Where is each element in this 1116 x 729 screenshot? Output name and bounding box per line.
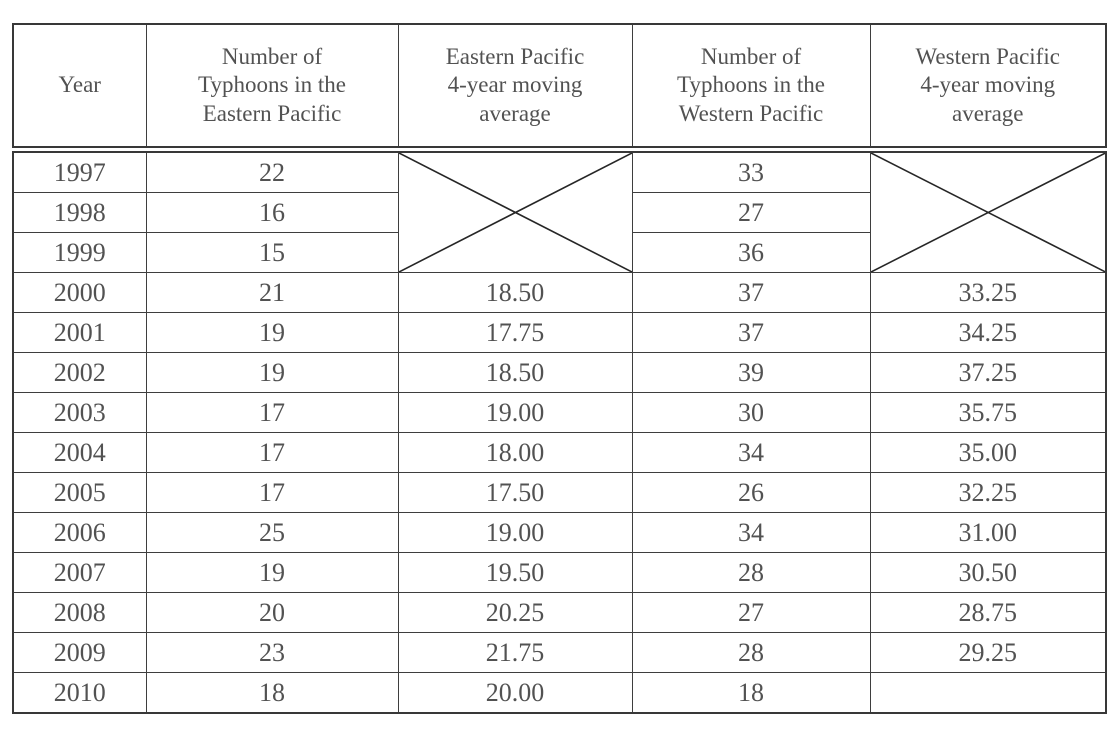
year-cell: 2010 xyxy=(12,672,147,714)
table-row-2007: 2007 19 19.50 28 30.50 xyxy=(12,552,1107,593)
eastern-count-cell: 22 xyxy=(145,149,399,193)
eastern-ma-cell: 21.75 xyxy=(397,632,633,673)
western-count-cell: 37 xyxy=(631,272,871,313)
table-row-1999: 1999 15 36 xyxy=(12,232,1106,273)
table-row-2010: 2010 18 20.00 18 xyxy=(12,672,1107,714)
eastern-ma-cell: 19.00 xyxy=(397,392,633,433)
header-cell-year: Year xyxy=(12,23,147,153)
eastern-count-cell: 20 xyxy=(145,592,399,633)
table-row-2003: 2003 17 19.00 30 35.75 xyxy=(12,392,1107,433)
year-cell: 1998 xyxy=(12,192,147,233)
western-ma-cell: 28.75 xyxy=(869,592,1107,633)
eastern-count-cell: 19 xyxy=(145,312,399,353)
western-ma-empty-cell xyxy=(869,672,1107,714)
table-row-2002: 2002 19 18.50 39 37.25 xyxy=(12,352,1107,393)
eastern-count-cell: 17 xyxy=(145,392,399,433)
table-row-2000: 2000 21 18.50 37 33.25 xyxy=(12,272,1107,313)
western-ma-cell: 30.50 xyxy=(869,552,1107,593)
header-row: Year Number of Typhoons in the Eastern P… xyxy=(12,23,1107,153)
western-ma-cell: 29.25 xyxy=(869,632,1107,673)
western-ma-cell: 34.25 xyxy=(869,312,1107,353)
western-count-cell: 39 xyxy=(631,352,871,393)
western-count-cell: 26 xyxy=(631,472,871,513)
eastern-count-cell: 23 xyxy=(145,632,399,673)
eastern-count-cell: 15 xyxy=(145,232,399,273)
eastern-count-cell: 19 xyxy=(145,352,399,393)
table-row-2004: 2004 17 18.00 34 35.00 xyxy=(12,432,1107,473)
eastern-count-cell: 17 xyxy=(145,432,399,473)
eastern-count-cell: 25 xyxy=(145,512,399,553)
table-row-2008: 2008 20 20.25 27 28.75 xyxy=(12,592,1107,633)
western-count-cell: 36 xyxy=(631,232,871,273)
year-cell: 2008 xyxy=(12,592,147,633)
western-count-cell: 27 xyxy=(631,192,871,233)
western-ma-cell: 31.00 xyxy=(869,512,1107,553)
eastern-ma-cell: 19.00 xyxy=(397,512,633,553)
header-cell-western-count: Number of Typhoons in the Western Pacifi… xyxy=(631,23,871,153)
eastern-ma-cell: 17.75 xyxy=(397,312,633,353)
typhoon-data-table: Year Number of Typhoons in the Eastern P… xyxy=(12,23,1107,714)
western-count-cell: 37 xyxy=(631,312,871,353)
year-cell: 2006 xyxy=(12,512,147,553)
western-count-cell: 34 xyxy=(631,432,871,473)
eastern-count-cell: 18 xyxy=(145,672,399,714)
table-row-2001: 2001 19 17.75 37 34.25 xyxy=(12,312,1107,353)
eastern-ma-cell: 18.00 xyxy=(397,432,633,473)
eastern-ma-cell: 18.50 xyxy=(397,352,633,393)
table-row-1998: 1998 16 27 xyxy=(12,192,1106,233)
year-cell: 2005 xyxy=(12,472,147,513)
eastern-ma-cell: 18.50 xyxy=(397,272,633,313)
year-cell: 1997 xyxy=(12,149,147,193)
western-ma-cell: 37.25 xyxy=(869,352,1107,393)
table-row-2006: 2006 25 19.00 34 31.00 xyxy=(12,512,1107,553)
year-cell: 2007 xyxy=(12,552,147,593)
year-cell: 2003 xyxy=(12,392,147,433)
header-cell-eastern-moving-average: Eastern Pacific 4-year moving average xyxy=(397,23,633,153)
western-count-cell: 28 xyxy=(631,632,871,673)
x-cross-icon xyxy=(399,153,632,272)
western-ma-cell: 35.75 xyxy=(869,392,1107,433)
eastern-ma-cell: 20.25 xyxy=(397,592,633,633)
year-cell: 2004 xyxy=(12,432,147,473)
year-cell: 2000 xyxy=(12,272,147,313)
western-count-cell: 33 xyxy=(631,149,871,193)
eastern-count-cell: 16 xyxy=(145,192,399,233)
eastern-count-cell: 19 xyxy=(145,552,399,593)
eastern-count-cell: 21 xyxy=(145,272,399,313)
western-ma-crossed-cell xyxy=(869,149,1107,273)
table-row-2009: 2009 23 21.75 28 29.25 xyxy=(12,632,1107,673)
western-ma-cell: 35.00 xyxy=(869,432,1107,473)
eastern-ma-cell: 17.50 xyxy=(397,472,633,513)
eastern-count-cell: 17 xyxy=(145,472,399,513)
eastern-ma-cell: 19.50 xyxy=(397,552,633,593)
year-cell: 2002 xyxy=(12,352,147,393)
x-cross-icon xyxy=(871,153,1106,272)
header-cell-eastern-count: Number of Typhoons in the Eastern Pacifi… xyxy=(145,23,399,153)
western-count-cell: 34 xyxy=(631,512,871,553)
eastern-ma-crossed-cell xyxy=(397,149,633,273)
table-row-1997: 1997 22 33 xyxy=(12,149,1107,273)
year-cell: 2001 xyxy=(12,312,147,353)
table-row-2005: 2005 17 17.50 26 32.25 xyxy=(12,472,1107,513)
western-count-cell: 18 xyxy=(631,672,871,714)
western-count-cell: 27 xyxy=(631,592,871,633)
header-cell-western-moving-average: Western Pacific 4-year moving average xyxy=(869,23,1107,153)
eastern-ma-cell: 20.00 xyxy=(397,672,633,714)
year-cell: 2009 xyxy=(12,632,147,673)
western-ma-cell: 33.25 xyxy=(869,272,1107,313)
western-count-cell: 30 xyxy=(631,392,871,433)
western-ma-cell: 32.25 xyxy=(869,472,1107,513)
typhoon-table-container: Year Number of Typhoons in the Eastern P… xyxy=(12,23,1107,714)
western-count-cell: 28 xyxy=(631,552,871,593)
year-cell: 1999 xyxy=(12,232,147,273)
